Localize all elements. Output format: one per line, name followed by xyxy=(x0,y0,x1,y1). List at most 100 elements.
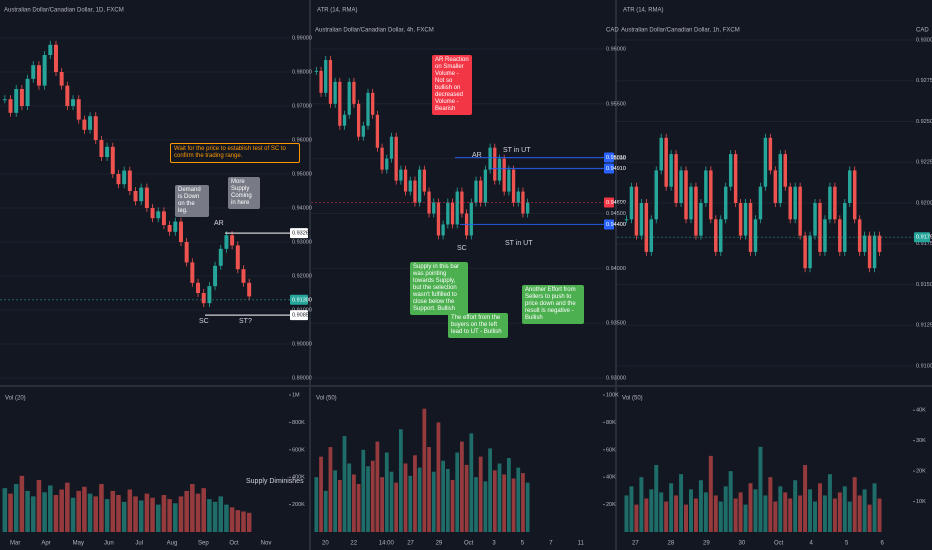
volume-bar xyxy=(93,496,99,532)
volume-bar xyxy=(352,474,356,532)
volume-bar xyxy=(478,456,483,532)
volume-bar xyxy=(842,486,847,532)
price-tag-label: 0.91790 xyxy=(916,235,932,241)
annotation: ST in UT xyxy=(505,240,533,247)
candle xyxy=(843,203,847,252)
volume-bar xyxy=(361,449,366,532)
x-tick-label: Jun xyxy=(104,541,114,547)
candle xyxy=(833,186,837,220)
volume-bar xyxy=(48,485,53,532)
volume-bar xyxy=(133,496,138,532)
volume-bar xyxy=(502,474,507,532)
volume-bar xyxy=(201,488,206,532)
volume-bar xyxy=(116,495,121,532)
candle xyxy=(427,191,431,214)
candle xyxy=(798,186,802,236)
candle xyxy=(333,81,337,104)
volume-bar xyxy=(525,482,530,532)
candle xyxy=(389,136,394,159)
annotation: More Supply Coming in here xyxy=(228,177,260,209)
volume-bar xyxy=(857,495,862,532)
candle xyxy=(629,186,634,220)
volume-bar xyxy=(347,463,352,532)
volume-bar xyxy=(464,464,469,532)
volume-bar xyxy=(319,456,323,532)
volume-bar xyxy=(847,501,852,532)
volume-bar xyxy=(488,448,492,532)
volume-tick-label: 20K xyxy=(606,502,616,508)
volume-bar xyxy=(867,504,872,532)
candle xyxy=(76,99,81,120)
candle xyxy=(122,170,127,185)
volume-bar xyxy=(65,482,70,532)
candle xyxy=(19,89,24,106)
volume-bar xyxy=(99,484,104,532)
volume-bar xyxy=(8,493,13,532)
candle xyxy=(116,174,121,185)
volume-bar xyxy=(314,477,319,532)
volume-bar xyxy=(155,504,161,532)
volume-tick-label: 200K xyxy=(292,502,305,508)
volume-bar xyxy=(516,467,521,532)
candle xyxy=(82,119,87,130)
price-tag xyxy=(290,310,308,321)
volume-bar xyxy=(679,474,684,532)
volume-bar xyxy=(703,492,708,532)
volume-label: Vol (50) xyxy=(622,396,643,402)
y-tick-label: 0.94500 xyxy=(606,211,626,217)
candle xyxy=(14,89,19,113)
y-tick-label: 0.95000 xyxy=(292,171,312,177)
x-tick-label: 3 xyxy=(492,541,496,547)
candle xyxy=(2,99,7,101)
candle xyxy=(342,114,347,126)
volume-bar xyxy=(511,478,516,532)
y-tick-label: 0.95000 xyxy=(606,156,626,162)
x-tick-label: 4 xyxy=(810,541,814,547)
volume-bar xyxy=(713,495,718,532)
annotation: AR xyxy=(472,152,482,159)
volume-tick-label: 20K xyxy=(916,469,926,475)
volume-bar xyxy=(460,441,464,532)
candle xyxy=(399,169,403,181)
candle xyxy=(366,92,370,126)
candle xyxy=(783,154,787,187)
volume-bar xyxy=(342,436,347,532)
candle xyxy=(375,114,380,148)
volume-bar xyxy=(413,455,417,532)
annotation: Supply Diminishes xyxy=(246,478,304,485)
volume-bar xyxy=(384,452,389,532)
volume-bar xyxy=(469,433,474,532)
y-tick-label: 0.94000 xyxy=(606,266,626,272)
volume-bar xyxy=(195,493,201,532)
volume-bar xyxy=(803,465,808,532)
candle xyxy=(838,219,842,252)
candle xyxy=(338,81,342,126)
volume-bar xyxy=(664,501,669,532)
x-tick-label: Oct xyxy=(774,541,784,547)
volume-bar xyxy=(370,460,375,532)
candle xyxy=(394,136,398,181)
annotation: ST in UT xyxy=(503,147,531,154)
candle xyxy=(649,219,654,252)
volume-bar xyxy=(207,499,212,532)
volume-bar xyxy=(121,501,127,532)
candle xyxy=(422,169,426,192)
volume-bar xyxy=(639,477,644,532)
chart-title: Australian Dollar/Canadian Dollar, 4h, F… xyxy=(315,28,434,34)
candle xyxy=(709,170,713,220)
candle xyxy=(235,245,240,270)
volume-label: Vol (20) xyxy=(5,396,26,402)
candle xyxy=(818,203,822,252)
candle xyxy=(857,219,862,252)
volume-bar xyxy=(634,504,639,532)
candle xyxy=(511,169,516,203)
volume-tick-label: 40K xyxy=(606,475,616,481)
candle xyxy=(371,92,375,115)
candle xyxy=(432,202,436,214)
candle xyxy=(743,203,748,236)
candle xyxy=(788,186,792,220)
y-tick-label: 0.97000 xyxy=(292,103,312,109)
volume-bar xyxy=(150,497,155,532)
